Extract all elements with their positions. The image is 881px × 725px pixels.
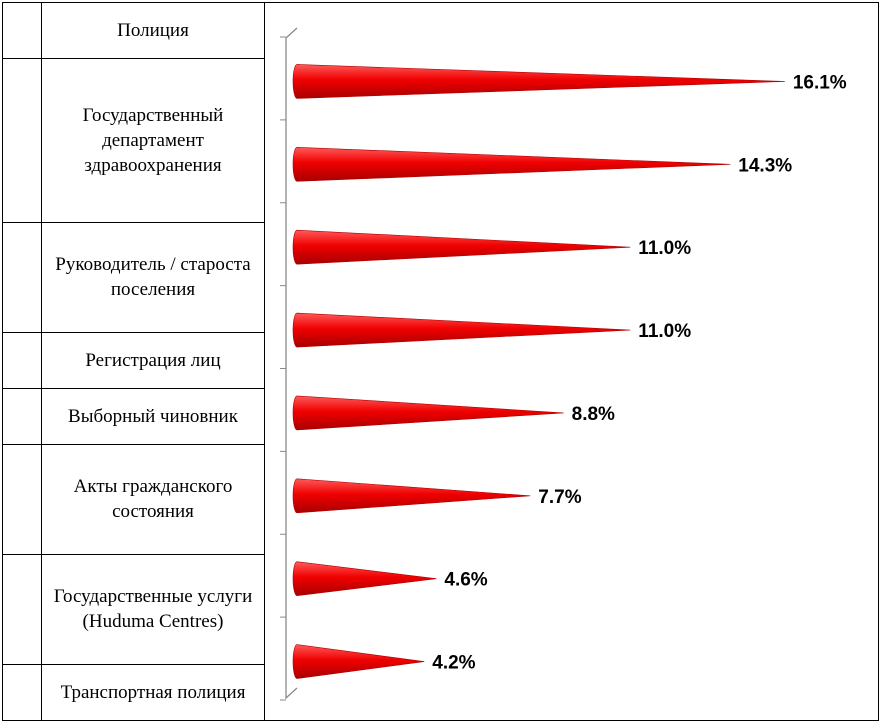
data-label: 4.2%: [432, 653, 475, 674]
data-label: 8.8%: [572, 404, 615, 425]
data-label: 4.6%: [444, 570, 487, 591]
data-label: 11.0%: [638, 321, 691, 342]
table-row: Государственные услуги (Huduma Centres): [2, 553, 879, 665]
chart-axis: [280, 27, 298, 701]
table-row: Руководитель / староста поселения: [2, 221, 879, 333]
category-label: Государственный департамент здравоохране…: [41, 58, 265, 223]
y-axis-line: [285, 27, 298, 700]
bar: [292, 229, 631, 265]
category-label: Руководитель / староста поселения: [41, 221, 265, 333]
bar: [292, 312, 631, 348]
bars-group: 16.1% 14.3% 11.0% 11.0% 8.8% 7.7% 4.6% 4.2%: [292, 64, 847, 679]
data-label: 7.7%: [538, 487, 581, 508]
category-label: Транспортная полиция: [41, 663, 265, 722]
data-label: 11.0%: [638, 238, 691, 259]
table-row: Государственный департамент здравоохране…: [2, 58, 879, 223]
data-label: 14.3%: [738, 155, 792, 176]
bar: [292, 64, 785, 99]
category-label: Государственные услуги (Huduma Centres): [41, 553, 265, 665]
bar: [292, 561, 437, 596]
table-row: Акты гражданского состояния: [2, 443, 879, 555]
category-label: Полиция: [41, 1, 265, 60]
data-label: 16.1%: [793, 72, 847, 93]
bar: [292, 147, 731, 182]
bar: [292, 478, 531, 514]
bar: [292, 395, 564, 431]
table-row: Транспортная полиция: [2, 663, 879, 722]
table-row: Регистрация лиц: [2, 331, 879, 389]
category-label: Выборный чиновник: [41, 387, 265, 445]
category-label: Акты гражданского состояния: [41, 443, 265, 555]
bar: [292, 644, 425, 679]
category-label: Регистрация лиц: [41, 331, 265, 389]
table-row: Выборный чиновник: [2, 387, 879, 445]
